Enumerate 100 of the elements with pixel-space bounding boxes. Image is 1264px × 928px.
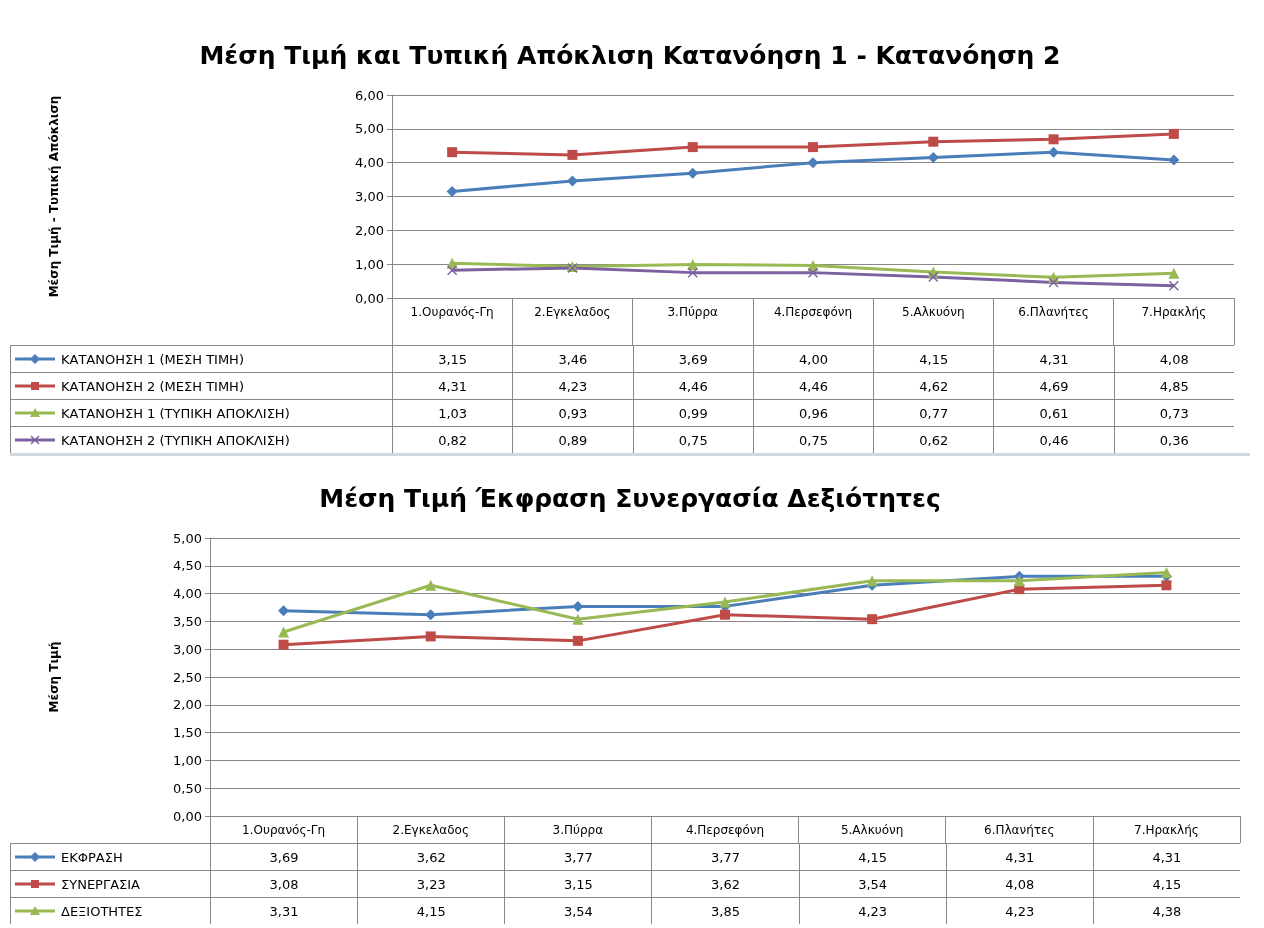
point — [1168, 280, 1179, 291]
data-label: 4,15 — [1092, 870, 1240, 897]
data-label: 4,38 — [1092, 897, 1240, 924]
data-label: 3,15 — [504, 870, 652, 897]
data-label: 4,31 — [1092, 843, 1240, 870]
data-label: 4,31 — [993, 345, 1114, 372]
data-label: 3,54 — [504, 897, 652, 924]
x-tick-label: 3.Πύρρα — [552, 823, 604, 837]
point — [719, 596, 731, 608]
data-label: 4,15 — [873, 345, 994, 372]
data-label: 3,46 — [512, 345, 633, 372]
data-label: 4,31 — [392, 372, 513, 399]
y-tick-label: 0,00 — [355, 290, 384, 306]
legend-label: ΚΑΤΑΝΟΗΣΗ 2 (ΤΥΠΙΚΗ ΑΠΟΚΛΙΣΗ) — [61, 432, 290, 448]
legend-label: ΚΑΤΑΝΟΗΣΗ 1 (ΤΥΠΙΚΗ ΑΠΟΚΛΙΣΗ) — [61, 405, 290, 421]
point — [928, 136, 939, 147]
data-label: 3,23 — [357, 870, 505, 897]
data-label: 4,85 — [1113, 372, 1234, 399]
data-label: 3,69 — [210, 843, 358, 870]
x-tick-label: 1.Ουρανός-Γη — [242, 823, 326, 837]
chart-title: Μέση Τιμή και Τυπική Απόκλιση Κατανόηση 1 - Κατανόηση 2 — [199, 41, 1061, 70]
data-label: 0,77 — [873, 399, 994, 426]
data-label: 0,73 — [1113, 399, 1234, 426]
data-label: 3,15 — [392, 345, 513, 372]
data-label: 3,85 — [651, 897, 799, 924]
data-label: 0,96 — [752, 399, 874, 426]
y-tick-label: 0,50 — [173, 780, 202, 796]
y-tick-label: 3,00 — [355, 189, 384, 204]
data-label: 0,75 — [632, 426, 753, 453]
data-label: 4,31 — [945, 843, 1093, 870]
point — [425, 631, 436, 642]
data-label: 4,69 — [993, 372, 1114, 399]
data-label: 0,82 — [392, 426, 513, 453]
point — [1168, 128, 1179, 139]
point — [1013, 575, 1025, 587]
x-tick-label: 2.Εγκελαδος — [392, 823, 469, 837]
y-tick-label: 4,00 — [173, 586, 202, 602]
x-tick-label: 4.Περσεφόνη — [773, 305, 853, 319]
data-label: 0,62 — [873, 426, 994, 453]
point — [928, 272, 939, 283]
point — [446, 185, 458, 197]
y-tick-label: 4,00 — [355, 155, 384, 171]
legend-label: ΚΑΤΑΝΟΗΣΗ 2 (ΜΕΣΗ ΤΙΜΗ) — [61, 378, 244, 394]
y-tick-label: 6,00 — [355, 87, 384, 103]
chart-title: Μέση Τιμή Έκφραση Συνεργασία Δεξιότητες — [319, 484, 941, 513]
y-tick-label: 0,00 — [173, 808, 202, 824]
x-tick-label: 7.Ηρακλής — [1134, 823, 1199, 837]
point — [1048, 277, 1059, 288]
y-tick-label: 1,00 — [355, 256, 384, 272]
data-label: 0,36 — [1113, 426, 1234, 453]
point — [278, 626, 290, 638]
point — [1160, 566, 1172, 578]
data-label: 4,15 — [357, 897, 505, 924]
x-tick-label: 6.Πλανήτες — [984, 823, 1055, 837]
data-label: 4,08 — [1113, 345, 1234, 372]
data-label: 4,08 — [945, 870, 1093, 897]
legend-label: ΕΚΦΡΑΣΗ — [61, 849, 123, 865]
point — [425, 579, 437, 591]
x-tick-label: 4.Περσεφόνη — [685, 823, 765, 837]
point — [867, 614, 878, 625]
data-label: 0,46 — [993, 426, 1114, 453]
data-label: 4,23 — [798, 897, 946, 924]
data-label: 4,23 — [512, 372, 633, 399]
point — [572, 613, 584, 625]
point — [808, 267, 818, 278]
y-tick-label: 4,50 — [173, 558, 202, 574]
data-label: 3,31 — [210, 897, 358, 924]
data-label: 3,62 — [651, 870, 799, 897]
point — [572, 635, 583, 646]
data-label: 0,99 — [632, 399, 753, 426]
x-tick-label: 2.Εγκελαδος — [534, 305, 611, 319]
data-label: 3,77 — [651, 843, 799, 870]
y-axis-title: Μέση Τιμή - Τυπική Απόκλιση — [47, 95, 61, 298]
point — [1168, 267, 1180, 279]
data-label: 3,62 — [357, 843, 505, 870]
x-tick-label: 5.Αλκυόνη — [902, 305, 965, 319]
y-tick-label: 5,00 — [173, 530, 202, 546]
x-tick-label: 3.Πύρρα — [667, 305, 719, 319]
data-label: 4,46 — [752, 372, 874, 399]
x-tick-label: 1.Ουρανός-Γη — [410, 305, 494, 319]
x-tick-label: 5.Αλκυόνη — [840, 823, 904, 837]
data-label: 3,77 — [504, 843, 652, 870]
point — [927, 152, 939, 164]
point — [687, 267, 698, 278]
y-axis-title: Μέση Τιμή — [47, 641, 61, 713]
y-tick-label: 1,00 — [173, 752, 202, 768]
legend-label: ΣΥΝΕΡΓΑΣΙΑ — [61, 876, 141, 892]
data-label: 4,62 — [873, 372, 994, 399]
data-label: 0,75 — [752, 426, 874, 453]
data-label: 3,54 — [798, 870, 946, 897]
x-tick-label: 6.Πλανήτες — [1018, 305, 1089, 319]
y-tick-label: 5,00 — [355, 121, 384, 137]
point — [808, 142, 818, 153]
point — [278, 639, 289, 650]
point — [687, 167, 699, 179]
point — [567, 149, 578, 160]
point — [866, 575, 878, 587]
point — [1161, 580, 1172, 591]
data-label: 0,89 — [512, 426, 633, 453]
y-tick-label: 2,50 — [173, 669, 202, 685]
